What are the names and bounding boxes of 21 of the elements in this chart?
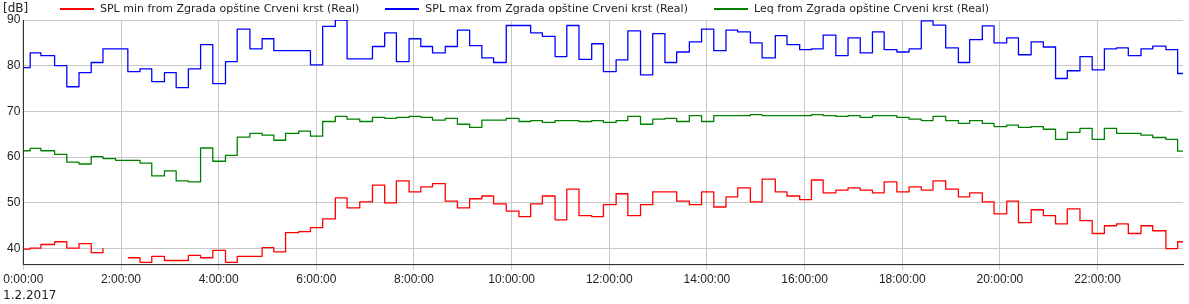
y-tick-label: 80 — [6, 58, 21, 73]
y-tick-label: 70 — [6, 103, 21, 118]
x-tick-label: 6:00:00 — [296, 272, 337, 287]
y-tick-label: 40 — [6, 240, 21, 255]
x-tick-label: 0:00:00 — [3, 272, 44, 287]
x-tick-label: 2:00:00 — [100, 272, 142, 287]
text: 1.2.2017 — [3, 288, 57, 303]
x-tick-label: 22:00:00 — [1074, 272, 1122, 287]
y-tick-label: 50 — [6, 195, 21, 210]
y-tick-label: 60 — [6, 149, 21, 164]
x-tick-label: 10:00:00 — [488, 272, 536, 287]
x-tick-label: 18:00:00 — [878, 272, 926, 287]
x-tick-label: 4:00:00 — [198, 272, 239, 287]
x-tick-label: 14:00:00 — [683, 272, 731, 287]
legend-label: Leq from Zgrada opštine Crveni krst (Real) — [753, 2, 990, 15]
x-tick-label: 12:00:00 — [585, 272, 633, 287]
legend-label: SPL min from Zgrada opštine Crveni krst (Real) — [100, 2, 360, 15]
legend-label: SPL max from Zgrada opštine Crveni krst (Real) — [425, 2, 688, 15]
x-tick-label: 8:00:00 — [393, 272, 435, 287]
x-tick-label: 20:00:00 — [976, 272, 1024, 287]
x-tick-label: 16:00:00 — [781, 272, 829, 287]
